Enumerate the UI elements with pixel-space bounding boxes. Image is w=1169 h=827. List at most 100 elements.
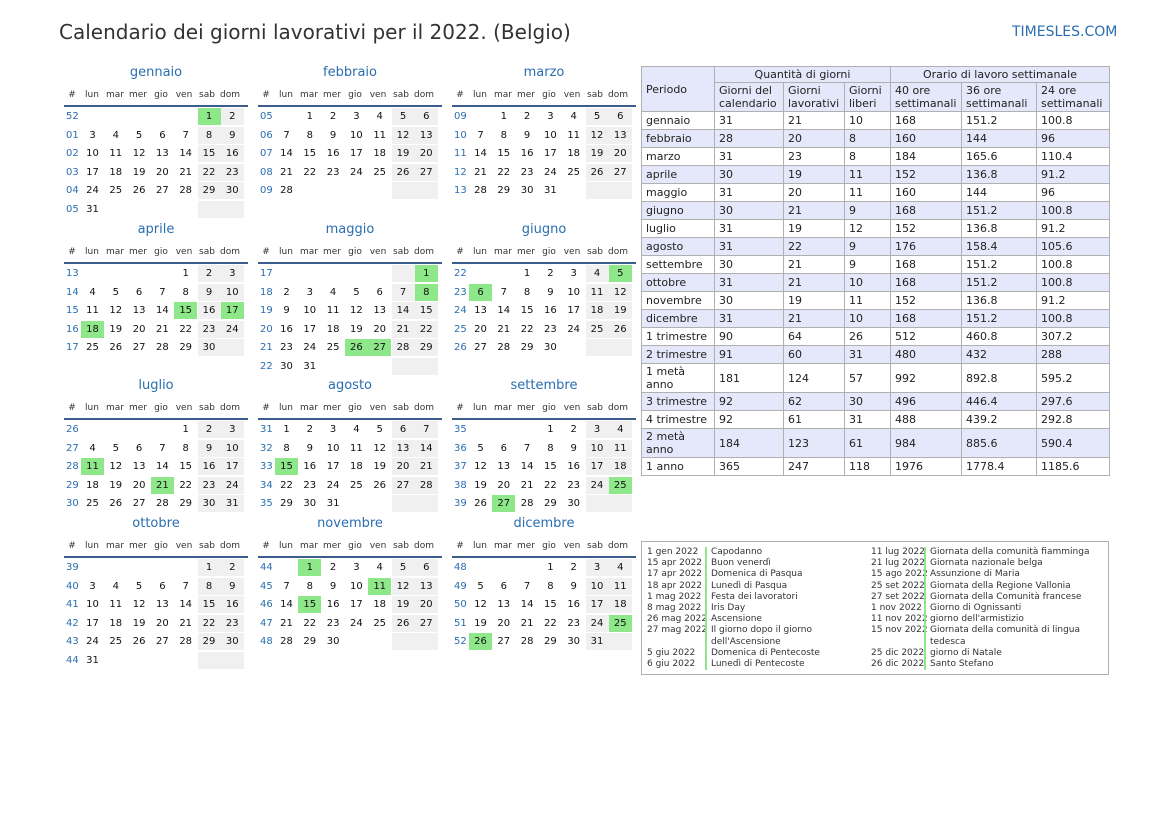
weekday-label: dom: [220, 247, 240, 257]
month-giugno: giugno # lun mar mer gio ven sab dom 22 1 2 3 4 5 23 6 7 8…: [452, 223, 636, 357]
weekday-label: mar: [106, 247, 124, 257]
day-cell: 6: [391, 421, 415, 438]
weekday-label: lun: [279, 403, 293, 413]
weekday-label: gio: [542, 541, 556, 551]
month-novembre: novembre # lun mar mer gio ven sab dom 44 1 2 3 4 5 6 45…: [258, 517, 442, 651]
week-row: 44 31: [64, 651, 248, 670]
day-cell: 7: [391, 283, 415, 301]
day-cell: 22: [179, 479, 193, 491]
week-number: 07: [260, 148, 273, 160]
holiday-marker: [924, 625, 926, 648]
holiday-day-cell: 6: [469, 283, 492, 301]
day-cell: 5: [585, 108, 609, 125]
month-name: ottobre: [132, 516, 180, 531]
day-cell: 25: [326, 342, 340, 354]
holiday-marker: [924, 603, 926, 615]
week-number: 21: [260, 342, 273, 354]
day-cell: 7: [477, 129, 484, 141]
weekday-label: sab: [393, 403, 409, 413]
week-row: 52 1 2: [64, 107, 248, 126]
weekday-label: mar: [106, 541, 124, 551]
day-cell: 30: [520, 185, 534, 197]
day-cell: 2: [329, 562, 337, 573]
week-row: 13 1 2 3: [64, 264, 248, 283]
summary-row: 4 trimestre 92 61 31 488 439.2 292.8: [641, 410, 1110, 429]
summary-row: 2 metà anno 184 123 61 984 885.6 590.4: [641, 428, 1110, 458]
week-number: 14: [66, 286, 79, 298]
holiday-day-cell: 1: [298, 559, 322, 576]
day-cell: 12: [132, 148, 146, 160]
week-row: 47 21 22 23 24 25 26 27: [258, 614, 442, 633]
day-cell: 11: [608, 439, 632, 457]
weekday-header: # lun mar mer gio ven sab dom: [64, 245, 248, 264]
week-number: 19: [260, 305, 273, 317]
week-row: 28 11 12 13 14 15 16 17: [64, 457, 248, 476]
day-cell: 2: [306, 424, 313, 435]
day-cell: 17: [303, 323, 317, 335]
summary-row: ottobre 31 21 10 168 151.2 100.8: [641, 273, 1110, 292]
day-cell: 4: [608, 421, 632, 438]
week-row: 52 26 27 28 29 30 31: [452, 632, 636, 651]
week-number: 28: [66, 461, 79, 473]
day-cell: 28: [280, 185, 293, 197]
week-number: 33: [260, 461, 273, 473]
holiday-date: 27 mag 2022: [647, 625, 708, 636]
week-number: 43: [66, 636, 79, 648]
site-link[interactable]: TIMESLES.COM: [1012, 24, 1118, 40]
day-cell: 24: [567, 323, 581, 335]
day-cell: 3: [585, 559, 609, 576]
week-number: 32: [260, 442, 273, 454]
summary-row: maggio 31 20 11 160 144 96: [641, 183, 1110, 202]
value-cell: 57: [844, 363, 891, 393]
week-row: 09 1 2 3 4 5 6: [452, 107, 636, 126]
week-row: 31 1 2 3 4 5 6 7: [258, 420, 442, 439]
day-cell: 28: [520, 636, 534, 648]
day-cell: 24: [350, 166, 363, 178]
week-row: 16 18 19 20 21 22 23 24: [64, 320, 248, 339]
week-number: 35: [260, 498, 273, 510]
week-row: 13 28 29 30 31: [452, 181, 636, 200]
day-cell: 25: [109, 636, 123, 648]
empty-day-cell: [174, 652, 197, 669]
empty-day-cell: [104, 421, 127, 438]
value-cell: 165.6: [961, 147, 1037, 166]
day-cell: 13: [608, 126, 632, 144]
week-number: 20: [260, 323, 273, 335]
period-cell: agosto: [641, 237, 715, 256]
day-cell: 18: [109, 166, 123, 178]
month-name: gennaio: [129, 65, 183, 80]
day-cell: 20: [414, 145, 438, 163]
day-cell: 15: [544, 599, 557, 611]
value-cell: 31: [714, 309, 784, 328]
weekday-label: dom: [414, 247, 434, 257]
value-cell: 9: [844, 237, 891, 256]
holiday-column-right: 11 lug 2022 Giornata della comunità fiamm…: [871, 547, 1107, 671]
day-cell: 19: [109, 479, 123, 491]
value-cell: 151.2: [961, 255, 1037, 274]
holiday-date: 1 mag 2022: [647, 591, 702, 602]
week-row: 22 1 2 3 4 5: [452, 264, 636, 283]
week-row: 37 12 13 14 15 16 17 18: [452, 457, 636, 476]
week-number: 26: [66, 424, 79, 435]
week-number: 17: [260, 268, 273, 279]
week-number: 35: [454, 424, 467, 435]
value-cell: 100.8: [1036, 255, 1110, 274]
weekday-label: lun: [85, 403, 99, 413]
day-cell: 6: [135, 442, 143, 454]
holiday-day-cell: 25: [608, 614, 632, 632]
period-cell: 3 trimestre: [641, 392, 715, 411]
value-cell: 460.8: [961, 327, 1037, 346]
day-cell: 12: [132, 599, 146, 611]
holiday-day-cell: 11: [368, 577, 392, 595]
value-cell: 496: [890, 392, 962, 411]
week-number: 13: [66, 268, 79, 279]
day-cell: 29: [197, 182, 221, 200]
holiday-marker: [924, 580, 926, 592]
week-row: 17 1: [258, 264, 442, 283]
empty-day-cell: [368, 495, 391, 512]
day-cell: 19: [608, 302, 632, 320]
holiday-day-cell: 27: [492, 495, 516, 513]
week-number: 40: [66, 580, 79, 592]
value-cell: 19: [783, 219, 845, 238]
value-cell: 292.8: [1036, 410, 1110, 429]
